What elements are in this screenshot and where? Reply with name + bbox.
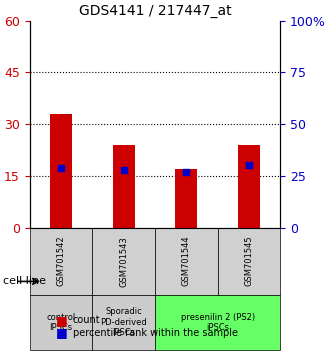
Bar	[175, 169, 197, 228]
Point	[121, 167, 126, 172]
Point	[58, 165, 64, 170]
FancyBboxPatch shape	[155, 295, 280, 350]
Text: percentile rank within the sample: percentile rank within the sample	[73, 328, 238, 338]
Point	[246, 162, 251, 168]
FancyBboxPatch shape	[92, 228, 155, 295]
Text: Sporadic
PD-derived
iPSCs: Sporadic PD-derived iPSCs	[100, 307, 147, 337]
Bar	[238, 145, 260, 228]
Text: ■: ■	[56, 314, 68, 327]
Text: GSM701545: GSM701545	[245, 236, 253, 286]
Text: presenilin 2 (PS2)
iPSCs: presenilin 2 (PS2) iPSCs	[181, 313, 255, 332]
Text: control
IPSCs: control IPSCs	[47, 313, 76, 332]
Text: GSM701543: GSM701543	[119, 236, 128, 286]
Bar	[113, 145, 135, 228]
FancyBboxPatch shape	[92, 295, 155, 350]
Text: GSM701544: GSM701544	[182, 236, 191, 286]
Text: cell line: cell line	[3, 276, 46, 286]
FancyBboxPatch shape	[30, 295, 92, 350]
Text: ■: ■	[56, 326, 68, 339]
FancyBboxPatch shape	[30, 228, 92, 295]
Point	[184, 169, 189, 175]
Text: count: count	[73, 315, 100, 325]
FancyBboxPatch shape	[155, 228, 217, 295]
Text: GSM701542: GSM701542	[56, 236, 66, 286]
FancyBboxPatch shape	[217, 228, 280, 295]
Bar	[50, 114, 72, 228]
Title: GDS4141 / 217447_at: GDS4141 / 217447_at	[79, 4, 231, 18]
